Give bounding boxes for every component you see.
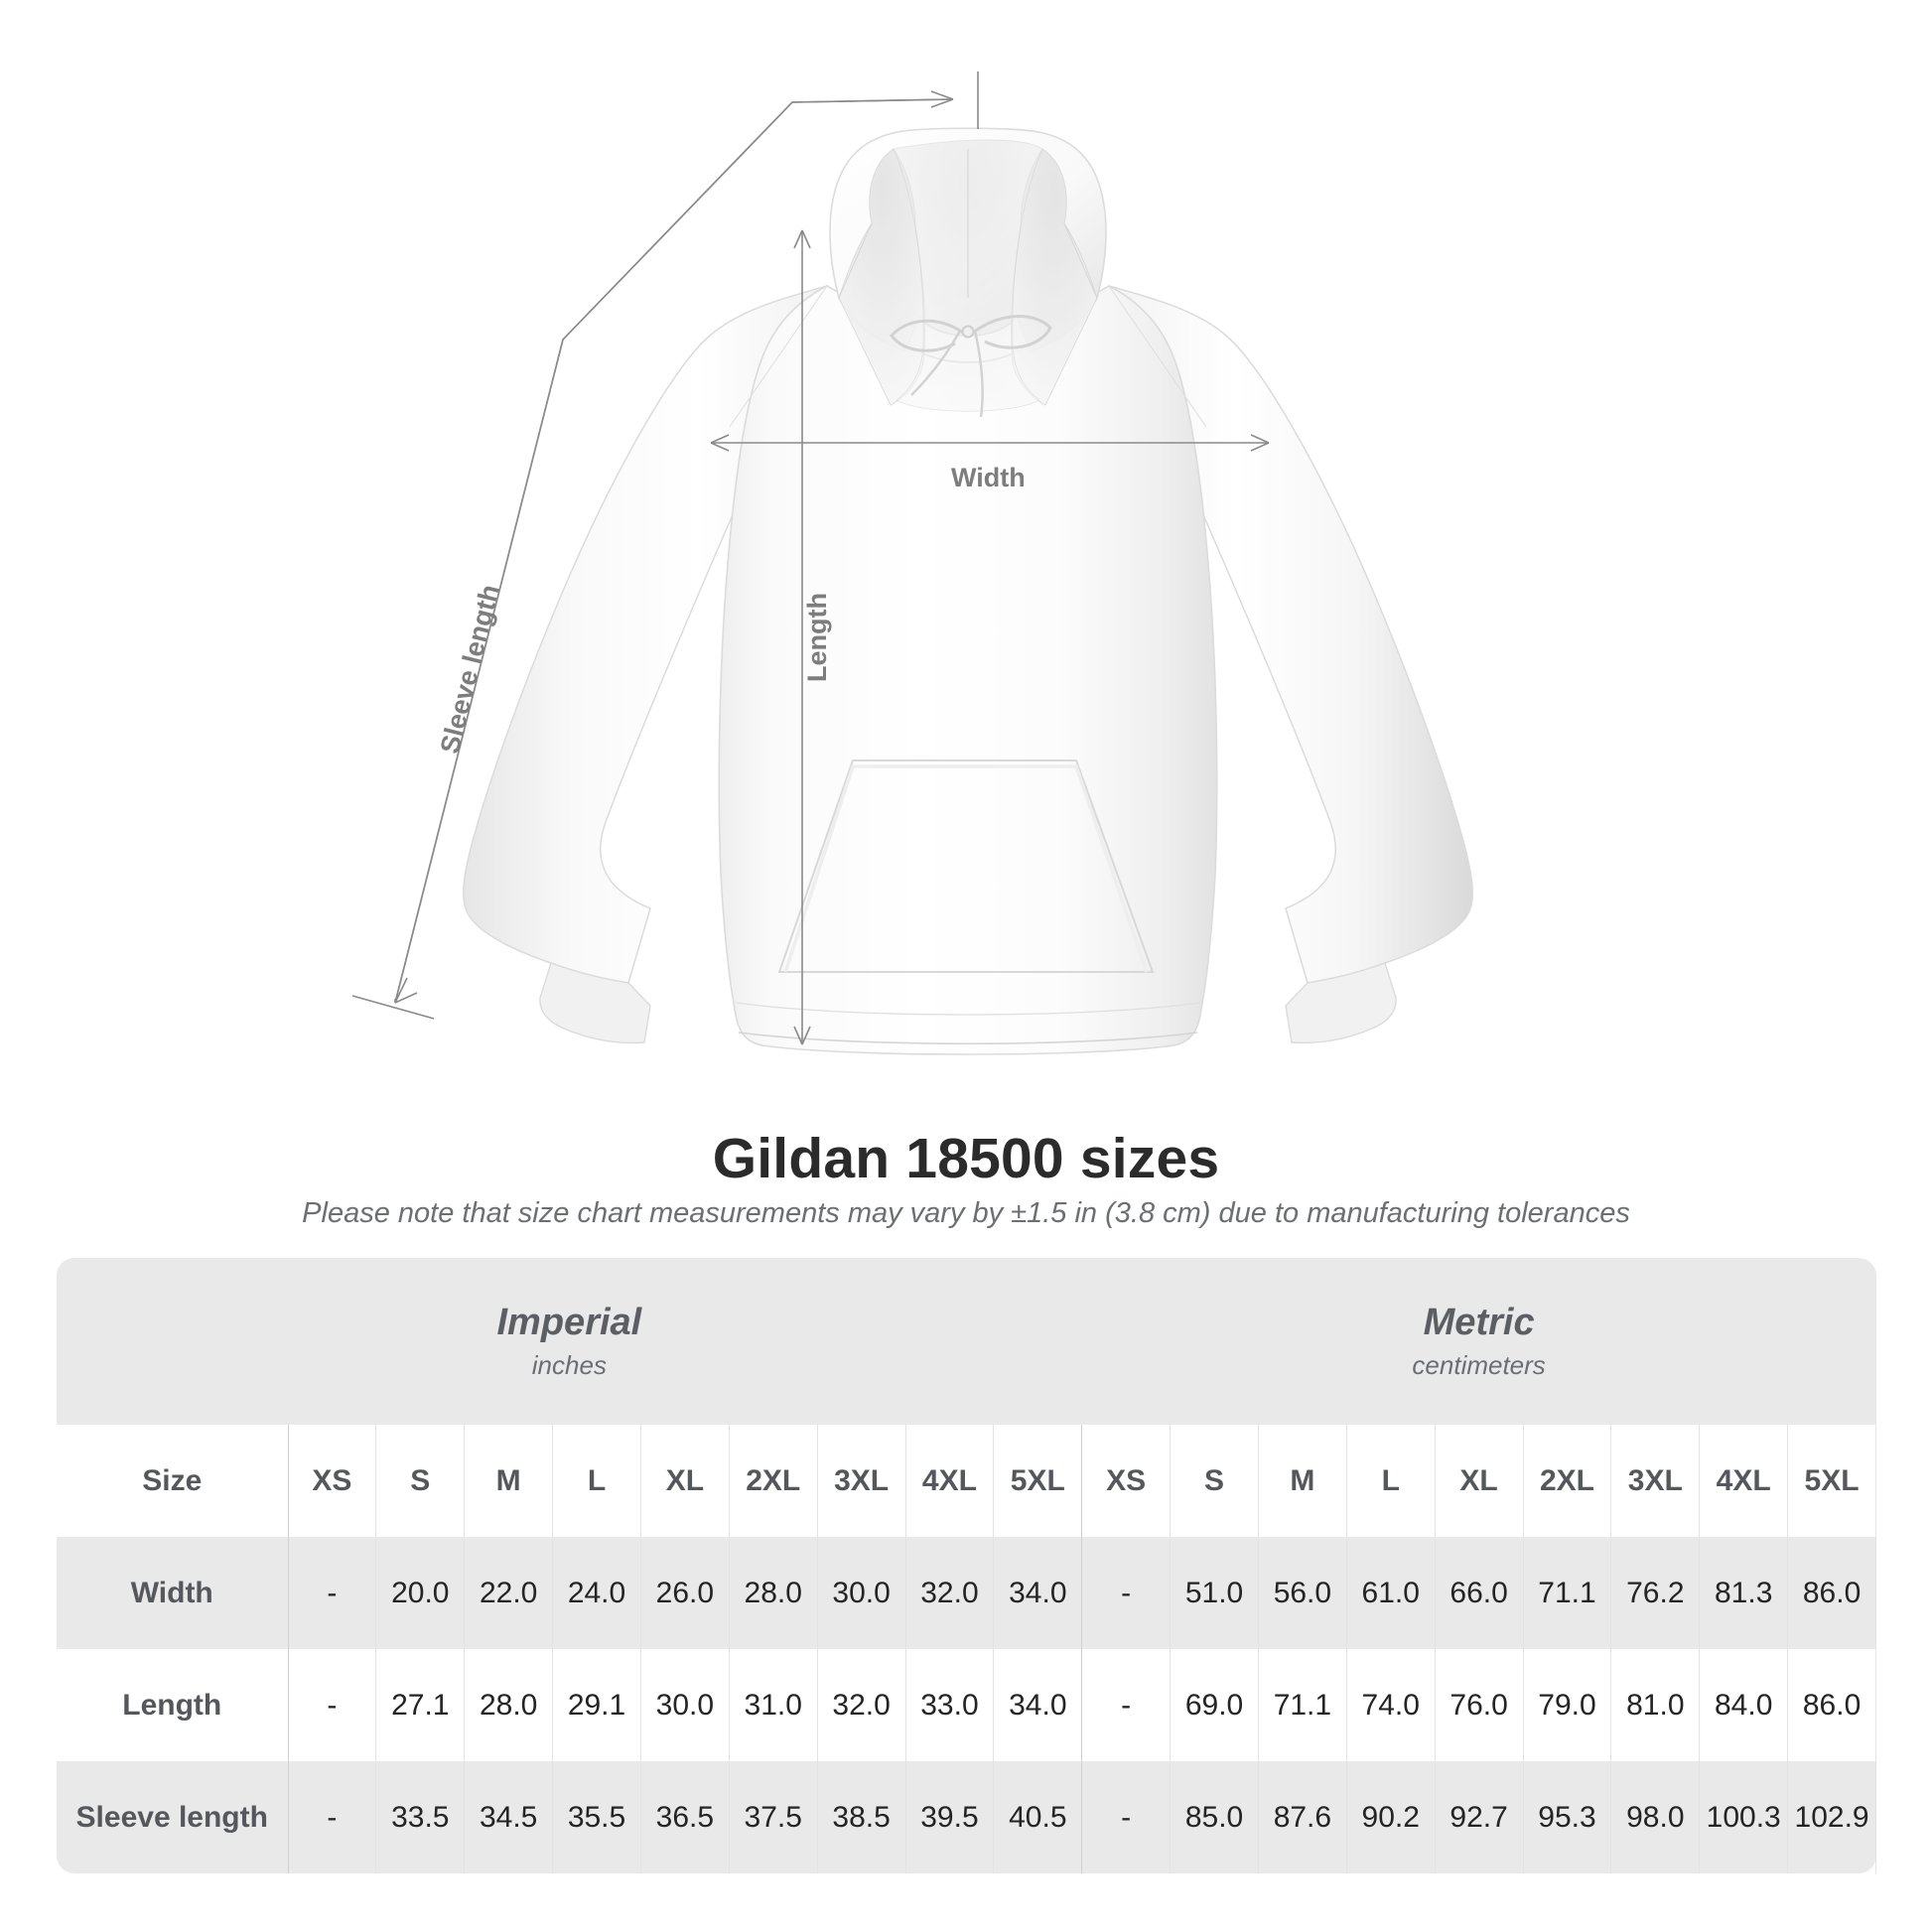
svg-text:Length: Length [802,593,832,682]
svg-text:Sleeve length: Sleeve length [435,582,505,757]
svg-text:Width: Width [951,463,1026,492]
